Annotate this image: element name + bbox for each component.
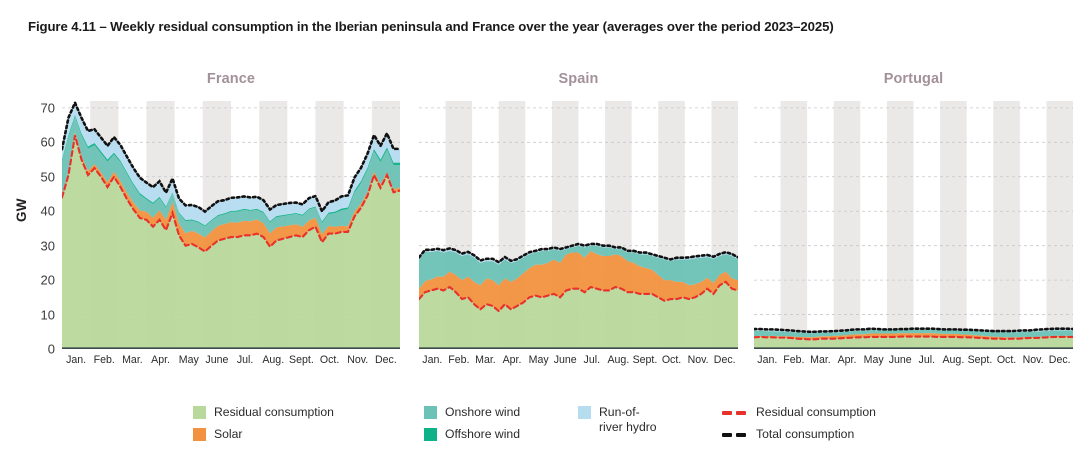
x-tick-nov: Nov. [347, 354, 369, 366]
x-tick-aug: Aug. [942, 354, 965, 366]
line-total-consumption [419, 242, 738, 264]
x-tick-jan: Jan. [757, 354, 778, 366]
x-tick-june: June [205, 354, 229, 366]
x-tick-mar: Mar. [122, 354, 143, 366]
x-tick-feb: Feb. [448, 354, 470, 366]
x-tick-aug: Aug. [607, 354, 630, 366]
legend-residual-consumption-swatch [193, 406, 206, 419]
area-onshore-wind [754, 329, 1073, 338]
x-tick-june: June [888, 354, 912, 366]
legend-total-consumption-line[interactable]: Total consumption [722, 427, 876, 449]
x-tick-sept: Sept. [967, 354, 993, 366]
y-tick-60: 60 [40, 134, 55, 150]
panel-title-spain: Spain [558, 71, 599, 87]
legend-column-0: Residual consumption Solar [193, 405, 334, 449]
x-tick-nov: Nov. [687, 354, 709, 366]
x-tick-sept: Sept. [289, 354, 314, 366]
area-run-of-river-hydro [62, 102, 400, 226]
x-tick-sept: Sept. [632, 354, 658, 366]
area-offshore-wind [62, 114, 400, 227]
y-tick-20: 20 [40, 272, 55, 288]
legend-residual-consumption[interactable]: Residual consumption [193, 405, 334, 427]
x-tick-oct: Oct. [661, 354, 682, 366]
panel-france: France 0 10 20 30 40 50 60 70 Jan. Feb. Mar. Apr. May… [41, 66, 400, 386]
figure-title: Figure 4.11 – Weekly residual consumptio… [28, 19, 834, 34]
x-tick-dec: Dec. [1048, 354, 1071, 366]
x-tick-feb: Feb. [93, 354, 115, 366]
x-tick-oct: Oct. [319, 354, 340, 366]
legend-residual-consumption-line-label: Residual consumption [756, 405, 876, 419]
x-tick-aug: Aug. [262, 354, 285, 366]
legend-residual-consumption-line-dash-icon [722, 406, 748, 419]
legend-solar[interactable]: Solar [193, 427, 334, 449]
x-axis-ticks-france: Jan. Feb. Mar. Apr. May June Jul. Aug. Sept. Oct.… [62, 354, 400, 374]
line-total-consumption [754, 327, 1073, 334]
y-tick-40: 40 [40, 203, 55, 219]
chart-panels: France 0 10 20 30 40 50 60 70 Jan. Feb. Mar. Apr. May… [0, 66, 1090, 386]
x-tick-mar: Mar. [810, 354, 831, 366]
legend-run-of-river-hydro-swatch [578, 406, 591, 419]
panel-title-portugal: Portugal [883, 71, 944, 87]
legend-total-consumption-line-dash-icon [722, 428, 748, 441]
panel-portugal: Portugal Jan. Feb. Mar. Apr. May June Jul. Aug. S… [754, 66, 1073, 386]
legend-column-3: Residual consumption Total consumption [722, 405, 876, 449]
x-tick-june: June [553, 354, 577, 366]
area-solar [62, 132, 400, 252]
legend-residual-consumption-line[interactable]: Residual consumption [722, 405, 876, 427]
x-tick-mar: Mar. [475, 354, 496, 366]
line-total-consumption [62, 101, 400, 214]
area-residual-consumption [62, 135, 400, 349]
x-tick-jan: Jan. [66, 354, 87, 366]
legend-onshore-wind-label: Onshore wind [445, 405, 521, 419]
x-axis-ticks-spain: Jan. Feb. Mar. Apr. May June Jul. Aug. Sept. Oct.… [419, 354, 738, 374]
x-axis-ticks-portugal: Jan. Feb. Mar. Apr. May June Jul. Aug. Sept. Oct.… [754, 354, 1073, 374]
y-tick-0: 0 [47, 341, 55, 357]
legend-solar-label: Solar [214, 427, 243, 441]
y-tick-30: 30 [40, 238, 55, 254]
legend-offshore-wind-label: Offshore wind [445, 427, 520, 441]
legend-offshore-wind[interactable]: Offshore wind [424, 427, 520, 449]
line-residual-consumption [62, 135, 400, 253]
legend-total-consumption-line-label: Total consumption [756, 427, 855, 441]
legend-run-of-river-hydro-label: Run-of- river hydro [599, 405, 657, 434]
x-tick-may: May [178, 354, 199, 366]
chart-legend: Residual consumption Solar Onshore wind Off… [0, 405, 1090, 463]
x-tick-nov: Nov. [1022, 354, 1044, 366]
legend-residual-consumption-label: Residual consumption [214, 405, 334, 419]
legend-offshore-wind-swatch [424, 428, 437, 441]
x-tick-apr: Apr. [837, 354, 857, 366]
x-tick-dec: Dec. [375, 354, 397, 366]
plot-area-france: 0 10 20 30 40 50 60 70 [41, 100, 400, 357]
legend-column-1: Onshore wind Offshore wind [424, 405, 520, 449]
x-tick-apr: Apr. [151, 354, 171, 366]
area-onshore-wind [62, 116, 400, 238]
area-residual-consumption [419, 281, 738, 349]
line-residual-consumption [754, 335, 1073, 341]
plot-area-spain [419, 101, 738, 349]
x-tick-may: May [863, 354, 884, 366]
x-tick-jul: Jul. [918, 354, 936, 366]
x-tick-apr: Apr. [502, 354, 522, 366]
x-tick-jan: Jan. [422, 354, 443, 366]
y-tick-50: 50 [40, 169, 55, 185]
y-tick-70: 70 [40, 100, 55, 116]
legend-onshore-wind[interactable]: Onshore wind [424, 405, 520, 427]
x-tick-jul: Jul. [236, 354, 254, 366]
x-tick-feb: Feb. [783, 354, 805, 366]
x-tick-oct: Oct. [996, 354, 1017, 366]
area-solar [419, 250, 738, 312]
area-onshore-wind [419, 245, 738, 289]
legend-onshore-wind-swatch [424, 406, 437, 419]
plot-area-portugal [754, 101, 1073, 349]
x-tick-jul: Jul. [583, 354, 601, 366]
legend-column-2: Run-of- river hydro [578, 405, 657, 434]
legend-run-of-river-hydro[interactable]: Run-of- river hydro [578, 405, 657, 434]
line-residual-consumption [419, 280, 738, 313]
y-tick-10: 10 [40, 307, 55, 323]
x-tick-may: May [528, 354, 549, 366]
legend-solar-swatch [193, 428, 206, 441]
panel-title-france: France [206, 71, 256, 87]
panel-spain: Spain Jan. Feb. Mar. Apr. May June Jul. Aug. Sept… [419, 66, 738, 386]
x-tick-dec: Dec. [713, 354, 736, 366]
